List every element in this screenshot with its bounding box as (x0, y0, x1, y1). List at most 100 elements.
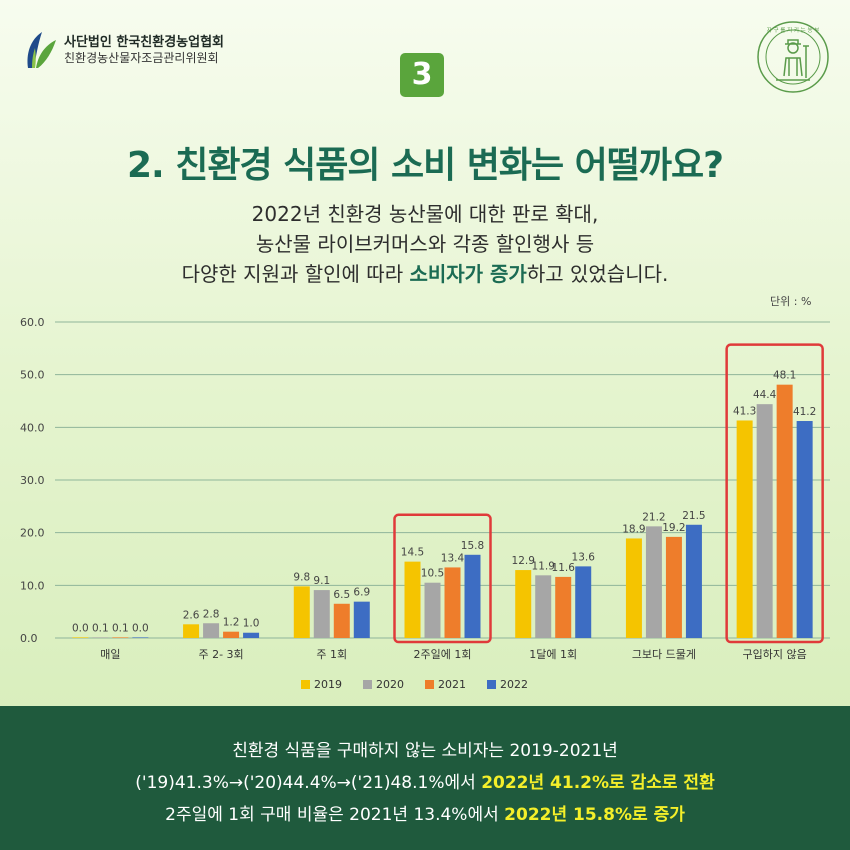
stamp-text: 지 구 를 지 키 는 농 부 (767, 26, 820, 34)
x-category-label: 구입하지 않음 (743, 647, 807, 661)
data-label: 48.1 (773, 370, 796, 382)
data-label: 41.3 (733, 405, 756, 417)
summary-line-2: ('19)41.3%→('20)44.4%→('21)48.1%에서 2022년… (0, 768, 850, 793)
data-label: 1.0 (243, 618, 260, 630)
summary-highlight-1: 2022년 41.2%로 감소로 전환 (481, 773, 715, 793)
data-label: 13.4 (441, 552, 465, 564)
data-label: 21.2 (642, 511, 665, 523)
subtitle-line-2: 농산물 라이브커머스와 각종 할인행사 등 (255, 232, 595, 256)
bar (515, 570, 532, 638)
bar (223, 631, 240, 638)
bar (353, 601, 370, 638)
bar (756, 404, 773, 638)
data-label: 2.8 (203, 608, 220, 620)
data-label: 1.2 (223, 617, 240, 629)
summary-line-2-pre: ('19)41.3%→('20)44.4%→('21)48.1%에서 (135, 773, 482, 793)
data-label: 18.9 (622, 523, 645, 535)
data-label: 0.1 (112, 622, 129, 634)
data-label: 9.8 (293, 571, 310, 583)
x-category-label: 2주일에 1회 (414, 647, 472, 661)
summary-line-3: 2주일에 1회 구매 비율은 2021년 13.4%에서 2022년 15.8%… (0, 800, 850, 825)
x-category-label: 매일 (100, 647, 120, 661)
bar (424, 582, 441, 638)
data-label: 11.6 (552, 562, 576, 574)
data-label: 9.1 (313, 575, 330, 587)
bar (796, 421, 813, 638)
subtitle-line-1: 2022년 친환경 농산물에 대한 판로 확대, (251, 202, 599, 226)
leaf-logo-icon (27, 32, 56, 68)
y-tick-label: 20.0 (20, 527, 45, 540)
legend-label: 2020 (376, 678, 404, 691)
y-tick-label: 40.0 (20, 421, 45, 434)
legend-swatch (425, 680, 434, 689)
bar (685, 524, 702, 638)
data-label: 10.5 (421, 568, 444, 580)
bar (776, 384, 793, 638)
bar (464, 554, 481, 638)
y-tick-label: 50.0 (20, 369, 45, 382)
x-category-label: 그보다 드물게 (632, 648, 696, 661)
section-number-badge: 3 (400, 53, 444, 97)
data-label: 11.9 (532, 560, 555, 572)
legend-swatch (301, 680, 310, 689)
summary-line-3-pre: 2주일에 1회 구매 비율은 2021년 13.4%에서 (165, 805, 505, 825)
unit-label: 단위 : % (770, 295, 812, 308)
subtitle-line-3-pre: 다양한 지원과 할인에 따라 (181, 262, 410, 286)
subtitle-line-3-post: 하고 있었습니다. (526, 262, 669, 286)
x-category-label: 주 1회 (316, 648, 347, 661)
bar (313, 590, 330, 638)
bar (243, 632, 260, 638)
org-name-primary: 사단법인 한국친환경농업협회 (64, 34, 225, 50)
y-tick-label: 0.0 (20, 632, 38, 645)
bar (535, 575, 552, 638)
highlight-box (725, 343, 824, 644)
summary-highlight-2: 2022년 15.8%로 증가 (504, 805, 685, 825)
y-tick-label: 10.0 (20, 579, 45, 592)
farmer-stamp-icon: 지 구 를 지 키 는 농 부 (757, 21, 829, 93)
bar (203, 623, 220, 638)
data-label: 15.8 (461, 540, 484, 552)
data-label: 0.0 (72, 622, 89, 634)
bar (665, 536, 682, 638)
data-label: 2.6 (183, 609, 200, 621)
y-tick-label: 30.0 (20, 474, 45, 487)
highlight-box (393, 513, 492, 644)
bar (736, 420, 753, 638)
legend-swatch (363, 680, 372, 689)
data-label: 41.2 (793, 406, 816, 418)
org-name-secondary: 친환경농산물자조금관리위원회 (64, 50, 219, 65)
organization-logo-block: 사단법인 한국친환경농업협회 친환경농산물자조금관리위원회 (24, 30, 224, 70)
data-label: 6.9 (353, 587, 370, 599)
bar (625, 538, 642, 638)
legend-label: 2022 (500, 678, 528, 691)
bar (92, 637, 109, 638)
legend-label: 2021 (438, 678, 466, 691)
data-label: 6.5 (333, 589, 350, 601)
bar (293, 586, 310, 638)
subtitle-highlight: 소비자가 증가 (409, 262, 527, 286)
x-category-label: 주 2- 3회 (198, 648, 243, 661)
data-label: 14.5 (401, 547, 424, 559)
legend-label: 2019 (314, 678, 342, 691)
bar (555, 576, 572, 638)
data-label: 0.1 (92, 622, 109, 634)
bar (404, 561, 421, 638)
summary-line-1: 친환경 식품을 구매하지 않는 소비자는 2019-2021년 (232, 741, 618, 761)
y-tick-label: 60.0 (20, 316, 45, 329)
data-label: 44.4 (753, 389, 777, 401)
x-category-label: 1달에 1회 (529, 648, 577, 661)
bar (72, 637, 89, 638)
data-label: 19.2 (662, 522, 685, 534)
page-title: 2. 친환경 식품의 소비 변화는 어떨까요? (126, 145, 724, 186)
data-label: 21.5 (682, 510, 705, 522)
bar (132, 637, 149, 638)
bar (444, 567, 461, 638)
bar-chart: 0.010.020.030.040.050.060.00.0 0.1 0.1 0.0매… (20, 316, 830, 691)
bar (575, 566, 592, 638)
bar (183, 624, 200, 638)
bar (112, 637, 129, 638)
data-label: 12.9 (512, 555, 535, 567)
data-label: 0.0 (132, 622, 149, 634)
summary-panel: 친환경 식품을 구매하지 않는 소비자는 2019-2021년 ('19)41.… (0, 706, 850, 850)
data-label: 13.6 (572, 551, 596, 563)
